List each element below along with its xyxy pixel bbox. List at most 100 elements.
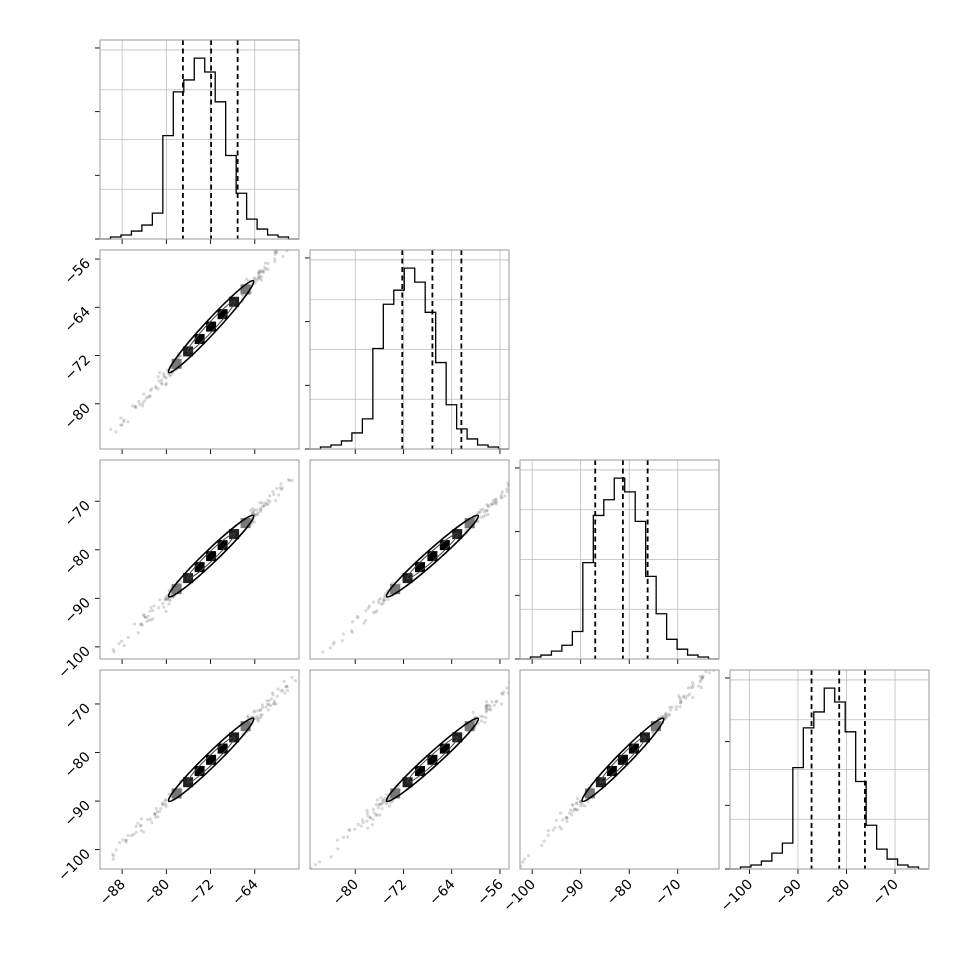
- scatter-point: [255, 279, 259, 283]
- scatter-point: [266, 498, 270, 502]
- ytick-label: −90: [62, 595, 94, 627]
- scatter-point: [572, 807, 577, 811]
- scatter-point: [367, 604, 371, 608]
- scatter-point: [716, 663, 719, 666]
- ytick-label: −70: [62, 700, 94, 732]
- scatter-point: [484, 704, 489, 708]
- scatter-point: [162, 374, 166, 378]
- scatter-point: [741, 638, 744, 641]
- contour-inner: [187, 533, 236, 580]
- panel-frame: [99, 669, 300, 870]
- scatter-points: [520, 638, 744, 868]
- scatter-point: [142, 830, 146, 834]
- scatter-point: [382, 599, 386, 603]
- scatter-point: [546, 828, 550, 833]
- scatter-point: [163, 597, 168, 601]
- scatter-point: [478, 510, 483, 514]
- density-cell: [390, 584, 401, 595]
- scatter-point: [386, 597, 390, 602]
- scatter-point: [576, 808, 580, 812]
- scatter-point: [691, 695, 695, 699]
- scatter-point: [690, 681, 695, 685]
- panel-3-0: −100 −90 −80 −70 −88 −80 −72 −64: [55, 669, 300, 909]
- scatter-point: [346, 835, 350, 839]
- scatter-point: [479, 719, 484, 723]
- scatter-point: [375, 798, 379, 802]
- scatter-point: [143, 399, 147, 403]
- scatter-point: [705, 666, 708, 669]
- scatter-point: [260, 505, 265, 509]
- scatter-points: [297, 680, 509, 887]
- scatter-point: [484, 706, 488, 710]
- scatter-point: [353, 827, 357, 831]
- scatter-point: [534, 461, 537, 464]
- scatter-point: [261, 705, 265, 710]
- scatter-point: [667, 712, 671, 716]
- scatter-point: [258, 276, 262, 280]
- scatter-point: [142, 613, 146, 618]
- scatter-point: [272, 701, 276, 705]
- scatter-point: [494, 700, 498, 704]
- scatter-point: [541, 456, 544, 459]
- scatter-point: [301, 224, 304, 227]
- scatter-point: [678, 705, 682, 709]
- scatter-point: [136, 821, 140, 825]
- scatter-point: [153, 812, 157, 816]
- scatter-point: [374, 813, 378, 817]
- scatter-points: [321, 456, 544, 654]
- scatter-point: [169, 372, 173, 377]
- panel-frame: [519, 669, 720, 870]
- scatter-point: [140, 622, 144, 626]
- scatter-point: [260, 703, 264, 707]
- scatter-point: [253, 276, 257, 281]
- scatter-point: [273, 250, 278, 254]
- scatter-point: [341, 632, 345, 636]
- scatter-point: [482, 510, 486, 514]
- scatter-point: [347, 828, 352, 832]
- scatter-point: [258, 507, 262, 511]
- xtick-label: −72: [378, 877, 410, 909]
- scatter-point: [134, 830, 138, 835]
- scatter-point: [678, 696, 682, 700]
- scatter-point: [258, 501, 262, 505]
- scatter-point: [520, 479, 523, 482]
- scatter-point: [264, 705, 268, 709]
- density-cell: [390, 788, 401, 799]
- scatter-point: [153, 812, 157, 816]
- scatter-point: [143, 615, 147, 619]
- scatter-point: [254, 513, 258, 517]
- scatter-point: [256, 716, 261, 720]
- scatter-point: [130, 404, 134, 408]
- scatter-point: [270, 697, 274, 701]
- scatter-point: [111, 852, 115, 856]
- scatter-point: [157, 810, 162, 814]
- scatter-point: [276, 493, 281, 497]
- scatter-point: [124, 838, 128, 843]
- density-cell: [217, 540, 228, 551]
- scatter-point: [565, 819, 569, 824]
- scatter-point: [148, 394, 152, 398]
- scatter-point: [306, 872, 309, 875]
- scatter-point: [112, 650, 116, 654]
- scatter-point: [85, 669, 88, 672]
- density-cell: [617, 754, 628, 765]
- scatter-point: [670, 705, 674, 709]
- scatter-point: [707, 670, 711, 675]
- scatter-point: [575, 801, 579, 805]
- scatter-point: [297, 884, 300, 887]
- scatter-point: [255, 714, 259, 718]
- scatter-point: [256, 709, 260, 713]
- scatter-point: [738, 644, 741, 647]
- density-cell: [171, 358, 182, 369]
- scatter-point: [266, 502, 270, 506]
- scatter-point: [150, 387, 154, 391]
- scatter-point: [699, 685, 704, 690]
- scatter-point: [134, 824, 138, 828]
- scatter-point: [691, 685, 695, 689]
- scatter-point: [551, 828, 555, 832]
- scatter-point: [121, 838, 125, 842]
- scatter-point: [252, 710, 256, 714]
- scatter-point: [158, 598, 162, 602]
- scatter-point: [503, 494, 507, 498]
- scatter-point: [485, 708, 489, 713]
